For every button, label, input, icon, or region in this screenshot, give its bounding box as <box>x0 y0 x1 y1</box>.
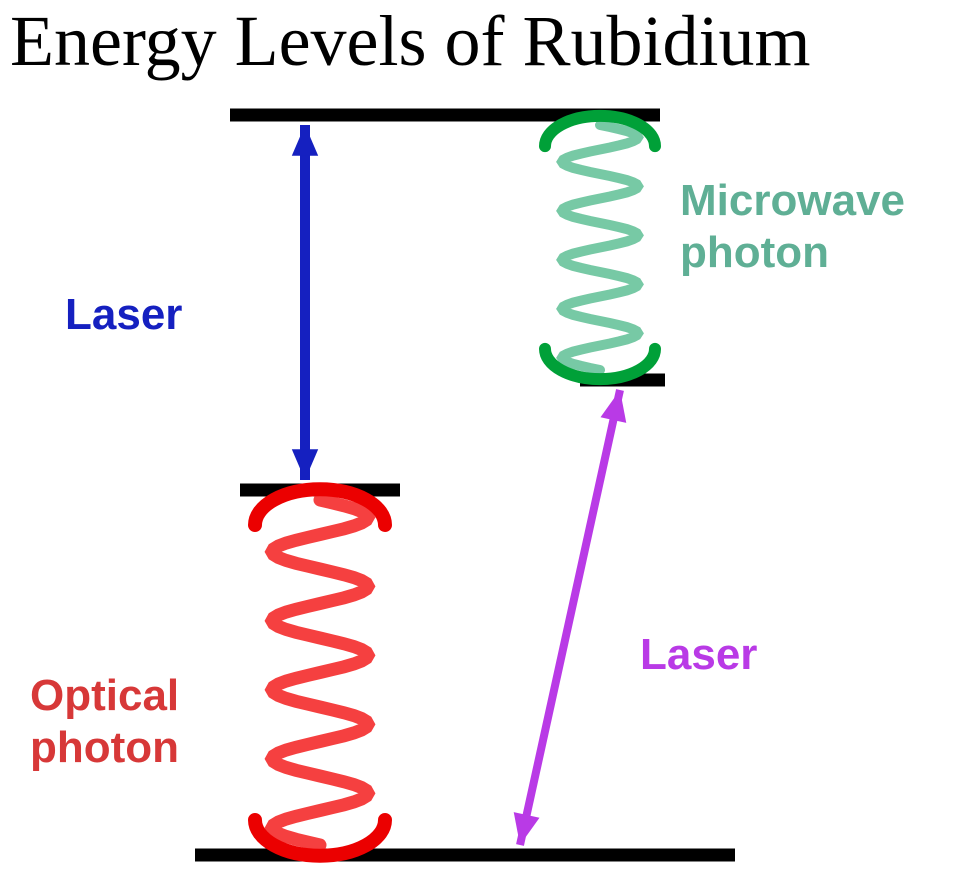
optical-label-line1: Optical <box>30 670 179 722</box>
laser-magenta-label: Laser <box>640 630 757 680</box>
diagram-title: Energy Levels of Rubidium <box>10 0 811 83</box>
laser-blue-label: Laser <box>65 290 182 340</box>
microwave-label-line2: photon <box>680 227 905 279</box>
optical-photon-label: Optical photon <box>30 670 179 774</box>
microwave-label-line1: Microwave <box>680 175 905 227</box>
microwave-photon-label: Microwave photon <box>680 175 905 279</box>
optical-label-line2: photon <box>30 722 179 774</box>
